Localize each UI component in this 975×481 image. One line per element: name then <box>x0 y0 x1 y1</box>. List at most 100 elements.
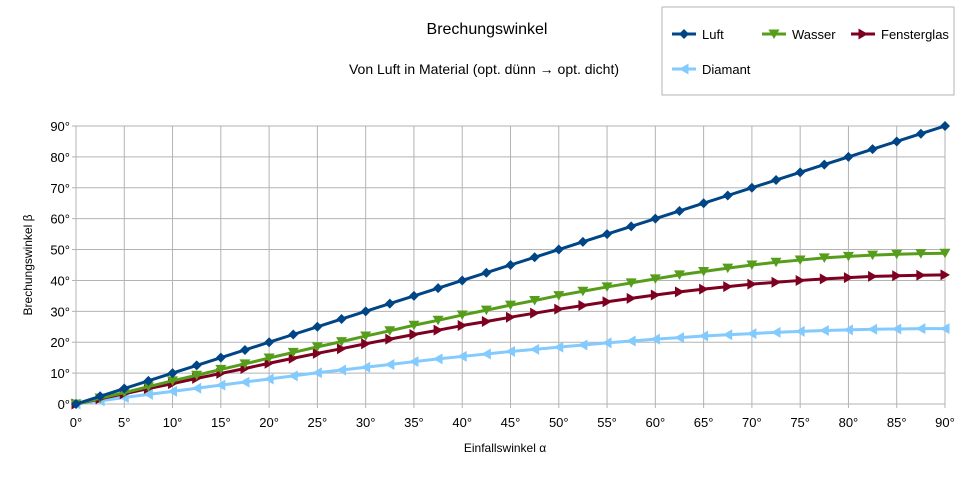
x-tick-label: 40° <box>452 415 472 430</box>
data-point-wasser <box>625 278 637 288</box>
y-axis-title: Brechungswinkel β <box>21 214 35 315</box>
data-point-wasser <box>529 296 541 306</box>
data-point-luft <box>746 182 757 193</box>
x-tick-label: 65° <box>694 415 714 430</box>
x-tick-label: 5° <box>118 415 130 430</box>
data-point-luft <box>167 368 178 379</box>
data-point-diamant <box>336 364 347 376</box>
data-point-luft <box>336 314 347 325</box>
data-point-fensterglas <box>723 281 733 293</box>
data-point-wasser <box>770 257 782 268</box>
x-tick-label: 30° <box>356 415 376 430</box>
data-point-wasser <box>191 370 203 381</box>
y-tick-label: 70° <box>50 181 70 196</box>
y-tick-label: 50° <box>50 243 70 258</box>
x-tick-label: 20° <box>259 415 279 430</box>
x-tick-label: 70° <box>742 415 762 430</box>
data-point-wasser <box>577 286 589 297</box>
legend-swatch-marker <box>679 29 689 39</box>
data-point-wasser <box>649 274 661 284</box>
data-point-luft <box>457 275 468 286</box>
data-point-wasser <box>842 251 854 262</box>
data-point-luft <box>626 221 637 232</box>
data-point-fensterglas <box>602 296 613 308</box>
data-point-diamant <box>481 348 491 360</box>
data-point-wasser <box>360 331 372 342</box>
data-point-diamant <box>746 328 757 340</box>
y-tick-label: 80° <box>50 150 70 165</box>
data-point-diamant <box>867 323 878 335</box>
data-point-fensterglas <box>554 303 564 315</box>
data-point-diamant <box>143 388 153 400</box>
data-point-diamant <box>167 385 178 397</box>
x-tick-label: 55° <box>597 415 617 430</box>
legend-label: Luft <box>702 27 724 42</box>
data-point-wasser <box>167 376 179 386</box>
legend-item-diamant: Diamant <box>672 62 751 77</box>
data-point-fensterglas <box>530 307 540 319</box>
x-tick-label: 35° <box>404 415 424 430</box>
legend-box <box>661 6 955 96</box>
data-point-diamant <box>771 326 781 338</box>
data-point-wasser <box>311 342 323 352</box>
data-point-fensterglas <box>264 357 275 369</box>
legend: Luft Wasser Fensterglas Diamant <box>661 6 955 96</box>
data-point-diamant <box>215 379 226 391</box>
data-point-fensterglas <box>940 269 950 281</box>
data-point-fensterglas <box>892 270 902 282</box>
y-tick-label: 90° <box>50 119 70 134</box>
data-point-diamant <box>722 329 733 341</box>
data-point-diamant <box>891 323 902 335</box>
data-point-luft <box>722 190 733 201</box>
data-point-diamant <box>577 339 588 351</box>
data-point-luft <box>312 321 323 332</box>
data-point-wasser <box>939 248 951 259</box>
data-point-diamant <box>819 324 829 336</box>
data-point-fensterglas <box>361 338 371 350</box>
data-point-fensterglas <box>650 289 661 301</box>
data-point-luft <box>867 144 878 155</box>
data-point-fensterglas <box>409 329 419 340</box>
data-point-fensterglas <box>819 273 830 285</box>
data-point-wasser <box>673 270 685 280</box>
data-point-diamant <box>433 353 443 365</box>
x-tick-label: 90° <box>935 415 955 430</box>
data-point-diamant <box>264 373 274 385</box>
series-luft <box>71 121 950 409</box>
data-point-diamant <box>553 341 564 353</box>
data-point-luft <box>553 244 564 255</box>
legend-swatch-marker <box>679 63 689 75</box>
data-point-luft <box>650 213 661 224</box>
data-point-wasser <box>263 353 275 363</box>
legend-item-luft: Luft <box>672 27 724 42</box>
axes: 0° 10° 20° 30° 40° 50° 60° 70° 80° 90° 0° 5° 10° 15° 2… <box>50 119 955 430</box>
data-point-luft <box>481 267 492 278</box>
data-point-fensterglas <box>771 276 782 288</box>
data-point-luft <box>143 375 154 386</box>
data-point-diamant <box>384 358 395 370</box>
legend-item-wasser: Wasser <box>762 27 836 42</box>
data-point-wasser <box>794 255 806 266</box>
data-point-diamant <box>915 323 926 335</box>
data-point-luft <box>360 306 371 317</box>
data-point-diamant <box>940 323 950 335</box>
data-point-wasser <box>287 347 299 358</box>
data-point-luft <box>505 260 516 270</box>
data-point-wasser <box>746 260 758 270</box>
data-point-fensterglas <box>312 347 323 359</box>
data-point-wasser <box>408 320 420 331</box>
data-point-luft <box>408 290 419 301</box>
data-point-fensterglas <box>337 343 347 355</box>
x-tick-label: 15° <box>211 415 231 430</box>
data-point-luft <box>191 360 202 371</box>
x-tick-label: 0° <box>70 415 82 430</box>
data-point-luft <box>940 121 950 131</box>
data-point-diamant <box>698 330 709 342</box>
data-point-diamant <box>457 350 467 362</box>
chart-title: Brechungswinkel <box>427 21 548 38</box>
data-point-luft <box>71 399 81 409</box>
data-point-fensterglas <box>626 292 637 304</box>
data-point-fensterglas <box>481 316 492 328</box>
data-point-wasser <box>142 382 154 392</box>
